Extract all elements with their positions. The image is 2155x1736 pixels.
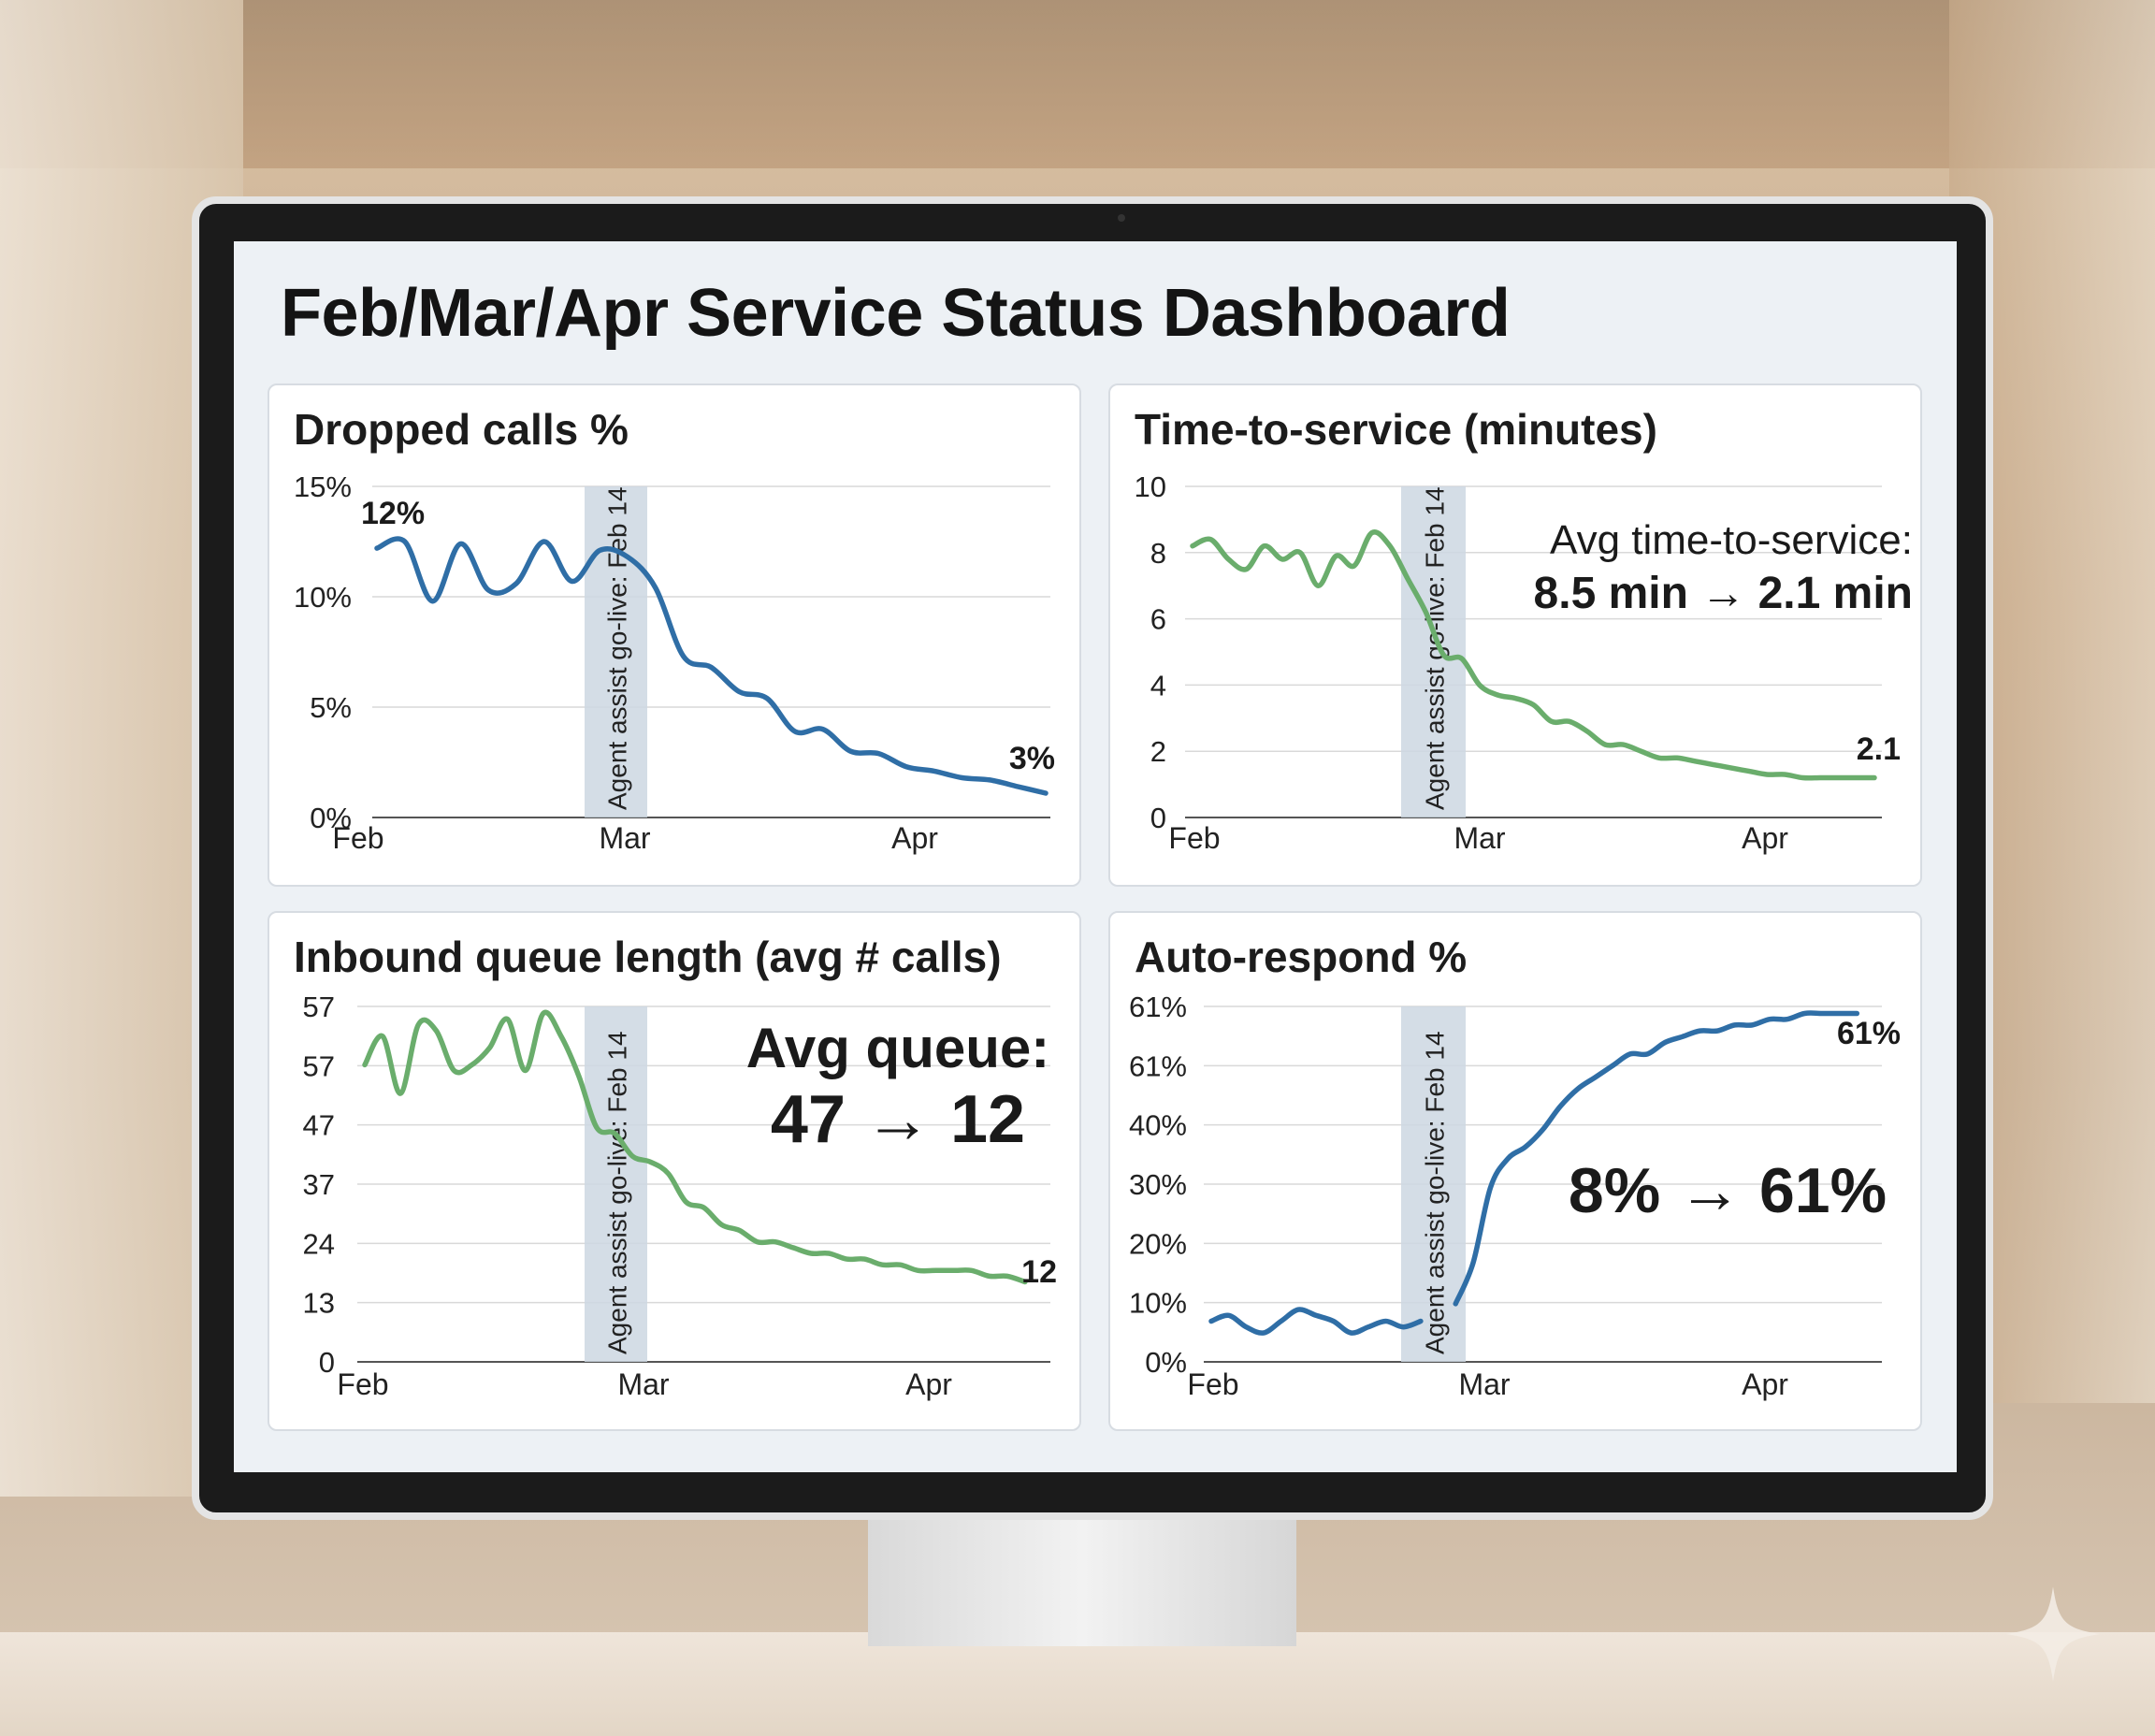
panel-title: Auto-respond % [1135, 933, 1468, 981]
background-desk [0, 1632, 2155, 1736]
panel-inbound-queue: Inbound queue length (avg # calls) 57 57 4… [268, 911, 1081, 1431]
y-tick-label: 4 [1150, 669, 1166, 702]
event-band-label: Agent assist go-live: Feb 14 [1421, 1031, 1450, 1354]
series-line [362, 1009, 1028, 1285]
y-tick-label: 37 [303, 1168, 335, 1201]
series-line [1190, 529, 1877, 781]
y-tick-label: 0 [1150, 802, 1166, 834]
event-band-label: Agent assist go-live: Feb 14 [603, 486, 632, 810]
y-tick-label: 61% [1129, 1049, 1187, 1082]
y-tick-label: 0% [1145, 1346, 1187, 1379]
y-tick-label: 10% [1129, 1287, 1187, 1320]
y-tick-label: 10 [1135, 470, 1166, 503]
data-label: 61% [1837, 1016, 1901, 1051]
y-tick-label: 47 [303, 1109, 335, 1142]
dashboard-title: Feb/Mar/Apr Service Status Dashboard [281, 276, 1511, 351]
y-tick-label: 8 [1150, 537, 1166, 570]
y-tick-label: 40% [1129, 1109, 1187, 1142]
annotation-line-1: Avg queue: [746, 1017, 1049, 1079]
sparkle-icon [2005, 1586, 2101, 1682]
x-tick-label: Mar [617, 1367, 669, 1401]
x-tick-label: Feb [332, 821, 383, 855]
x-tick-label: Apr [1742, 821, 1788, 855]
panel-title: Time-to-service (minutes) [1135, 405, 1657, 454]
data-label: 12 [1021, 1254, 1057, 1290]
x-tick-label: Feb [1168, 821, 1220, 855]
x-tick-label: Apr [1742, 1367, 1788, 1401]
x-tick-label: Feb [337, 1367, 388, 1401]
y-tick-label: 24 [303, 1227, 335, 1260]
panel-title: Dropped calls % [294, 405, 629, 454]
y-tick-label: 57 [303, 1049, 335, 1082]
y-tick-label: 5% [310, 691, 352, 724]
data-label: 12% [361, 496, 425, 531]
annotation-line-1: Avg time-to-service: [1550, 517, 1913, 563]
webcam-icon [1118, 214, 1125, 222]
y-tick-label: 20% [1129, 1227, 1187, 1260]
y-tick-label: 10% [294, 581, 352, 614]
y-tick-label: 0 [319, 1346, 335, 1379]
monitor-stand [868, 1497, 1296, 1646]
panel-auto-respond: Auto-respond % 61% 61% 40% 30% 20% 10% 0% Agent… [1108, 911, 1922, 1431]
y-tick-label: 57 [303, 991, 335, 1023]
x-tick-label: Apr [905, 1367, 952, 1401]
data-label: 3% [1009, 741, 1055, 776]
panel-dropped-calls: Dropped calls % 15% 10% 5% 0% Agent assist g… [268, 383, 1081, 887]
y-tick-label: 0% [310, 802, 352, 834]
panel-title: Inbound queue length (avg # calls) [294, 933, 1002, 981]
annotation-line-1: 8% → 61% [1569, 1155, 1887, 1226]
series-line [374, 536, 1049, 796]
y-tick-label: 6 [1150, 603, 1166, 636]
annotation-line-2: 47 → 12 [771, 1082, 1025, 1157]
event-band-label: Agent assist go-live: Feb 14 [1421, 486, 1450, 810]
dashboard-screen: Feb/Mar/Apr Service Status Dashboard Dro… [234, 241, 1957, 1472]
chart-auto-respond: 61% 61% 40% 30% 20% 10% 0% Agent assist go-live… [1129, 991, 1901, 1401]
chart-time-to-service: 10 8 6 4 2 0 Agent assist go-live: Feb 14 Feb Ma… [1135, 470, 1913, 855]
x-tick-label: Mar [1458, 1367, 1510, 1401]
data-label: 2.1 [1857, 731, 1901, 767]
x-tick-label: Mar [1454, 821, 1505, 855]
x-tick-label: Feb [1187, 1367, 1238, 1401]
panel-time-to-service: Time-to-service (minutes) 10 8 6 4 2 0 Agent a… [1108, 383, 1922, 887]
event-band [585, 1006, 647, 1362]
x-tick-label: Mar [599, 821, 650, 855]
event-band [585, 486, 647, 817]
y-tick-label: 15% [294, 470, 352, 503]
background-ceiling [0, 0, 2155, 168]
chart-dropped-calls: 15% 10% 5% 0% Agent assist go-live: Feb 14 Fe… [294, 470, 1055, 855]
y-tick-label: 13 [303, 1287, 335, 1320]
y-tick-label: 61% [1129, 991, 1187, 1023]
event-band [1401, 486, 1466, 817]
series-line [1453, 1010, 1860, 1307]
y-tick-label: 2 [1150, 735, 1166, 768]
chart-inbound-queue: 57 57 47 37 24 13 0 Agent assist go-live: Feb 1… [303, 991, 1057, 1401]
y-tick-label: 30% [1129, 1168, 1187, 1201]
annotation-line-2: 8.5 min → 2.1 min [1534, 569, 1913, 618]
series-line [1208, 1307, 1424, 1336]
event-band-label: Agent assist go-live: Feb 14 [603, 1031, 632, 1354]
x-tick-label: Apr [891, 821, 938, 855]
